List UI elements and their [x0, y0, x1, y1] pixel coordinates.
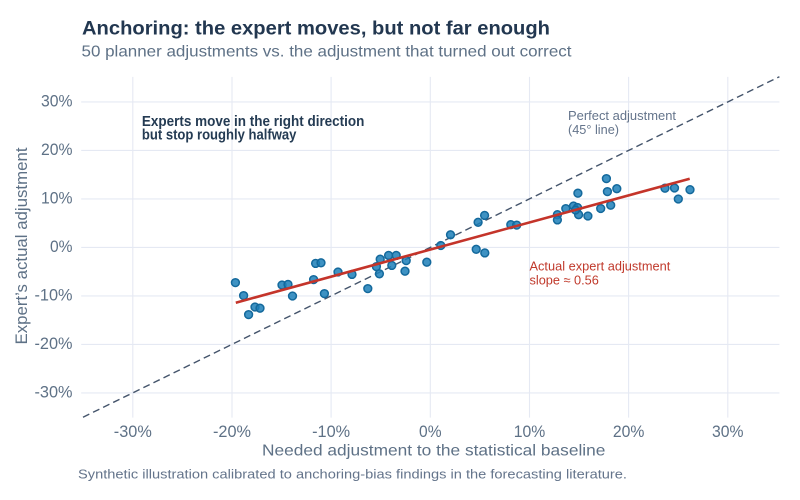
- svg-text:(45° line): (45° line): [568, 122, 619, 137]
- svg-text:but stop roughly halfway: but stop roughly halfway: [142, 128, 297, 144]
- svg-text:-20%: -20%: [213, 423, 251, 441]
- svg-text:-30%: -30%: [35, 384, 73, 402]
- svg-text:-10%: -10%: [35, 287, 73, 305]
- svg-text:Experts move in the right dire: Experts move in the right direction: [142, 114, 365, 130]
- svg-text:Actual expert adjustment: Actual expert adjustment: [530, 258, 671, 273]
- svg-text:50 planner adjustments vs. the: 50 planner adjustments vs. the adjustmen…: [82, 43, 573, 60]
- svg-text:10%: 10%: [41, 190, 73, 208]
- svg-text:Synthetic illustration calibra: Synthetic illustration calibrated to anc…: [78, 467, 627, 481]
- svg-text:10%: 10%: [514, 423, 546, 441]
- svg-text:Perfect adjustment: Perfect adjustment: [568, 108, 676, 123]
- svg-text:20%: 20%: [41, 141, 73, 159]
- svg-text:Anchoring: the expert moves, b: Anchoring: the expert moves, but not far…: [82, 18, 550, 39]
- svg-text:slope ≈ 0.56: slope ≈ 0.56: [530, 272, 599, 287]
- svg-text:0%: 0%: [50, 238, 73, 256]
- svg-text:Expert’s actual adjustment: Expert’s actual adjustment: [13, 147, 31, 344]
- svg-text:30%: 30%: [712, 423, 744, 441]
- svg-text:30%: 30%: [41, 93, 73, 111]
- svg-text:-30%: -30%: [114, 423, 152, 441]
- svg-text:0%: 0%: [419, 423, 442, 441]
- svg-text:-10%: -10%: [312, 423, 350, 441]
- svg-text:20%: 20%: [613, 423, 645, 441]
- svg-text:Needed adjustment to the stati: Needed adjustment to the statistical bas…: [262, 443, 606, 460]
- svg-text:-20%: -20%: [35, 335, 73, 353]
